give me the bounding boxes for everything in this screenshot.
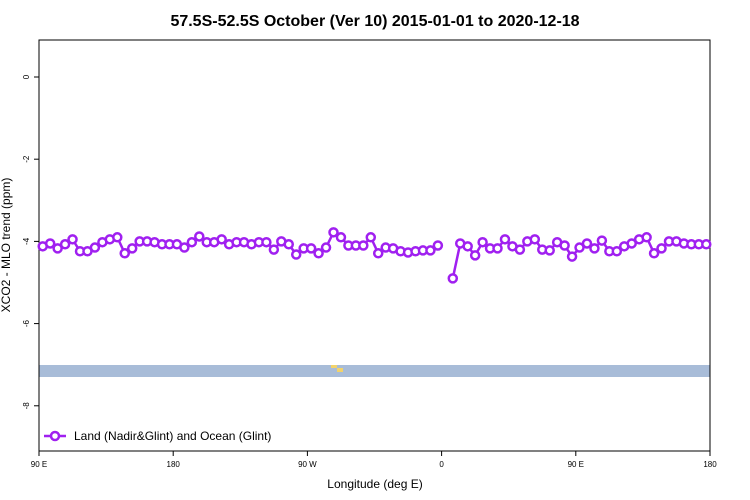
- data-point: [447, 273, 459, 284]
- data-point: [544, 245, 555, 256]
- data-point: [425, 245, 436, 256]
- data-point: [186, 236, 198, 248]
- data-point: [328, 227, 339, 238]
- data-point: [358, 240, 369, 251]
- land-speck: [337, 368, 343, 372]
- chart-title: 57.5S-52.5S October (Ver 10) 2015-01-01 …: [170, 13, 579, 30]
- y-tick-label: -8: [22, 402, 31, 410]
- legend-label: Land (Nadir&Glint) and Ocean (Glint): [74, 429, 271, 443]
- data-point: [469, 250, 481, 261]
- data-point: [89, 242, 101, 253]
- y-tick-label: -6: [22, 319, 31, 327]
- data-point: [626, 238, 637, 249]
- data-point: [261, 236, 272, 248]
- data-point: [112, 232, 123, 243]
- y-axis-label: XCO2 - MLO trend (ppm): [0, 178, 13, 313]
- data-point: [596, 235, 608, 246]
- data-point: [305, 243, 317, 254]
- data-point: [499, 234, 511, 245]
- data-point: [59, 239, 71, 250]
- land-speck: [331, 365, 337, 368]
- data-point: [462, 241, 473, 252]
- data-point: [290, 249, 302, 260]
- data-point: [67, 234, 78, 245]
- data-point: [194, 231, 205, 242]
- data-point: [432, 240, 444, 251]
- data-point: [648, 248, 660, 259]
- data-point: [656, 243, 667, 254]
- x-tick-label: 90 E: [568, 460, 584, 469]
- x-axis-label: Longitude (deg E): [327, 477, 422, 491]
- x-tick-label: 90 W: [298, 460, 317, 469]
- data-point: [313, 248, 324, 259]
- x-tick-label: 180: [167, 460, 181, 469]
- data-point: [216, 234, 227, 245]
- x-tick-label: 0: [439, 460, 444, 469]
- x-tick-label: 180: [703, 460, 717, 469]
- y-tick-label: -4: [22, 237, 31, 245]
- data-point: [44, 238, 56, 249]
- data-point: [320, 242, 332, 253]
- data-point: [126, 243, 138, 254]
- data-point: [574, 242, 585, 253]
- data-point: [335, 232, 347, 243]
- data-point: [283, 239, 295, 250]
- data-point: [52, 243, 63, 254]
- data-point: [477, 236, 488, 248]
- data-point: [611, 246, 623, 257]
- data-point: [514, 244, 526, 255]
- data-point: [365, 232, 377, 243]
- data-point: [179, 242, 190, 253]
- y-tick-label: -2: [22, 155, 31, 163]
- data-point: [559, 240, 570, 251]
- data-point: [529, 234, 541, 245]
- legend-marker: [49, 430, 61, 442]
- map-strip: [39, 365, 710, 377]
- data-point: [566, 251, 578, 262]
- data-point: [268, 244, 280, 255]
- data-point: [581, 238, 593, 249]
- x-tick-label: 90 E: [31, 460, 47, 469]
- data-point: [641, 232, 652, 243]
- data-point: [701, 239, 712, 250]
- y-tick-label: 0: [22, 74, 31, 79]
- data-point: [119, 248, 130, 259]
- data-point: [492, 243, 503, 254]
- data-point: [589, 243, 600, 254]
- data-point: [372, 248, 384, 259]
